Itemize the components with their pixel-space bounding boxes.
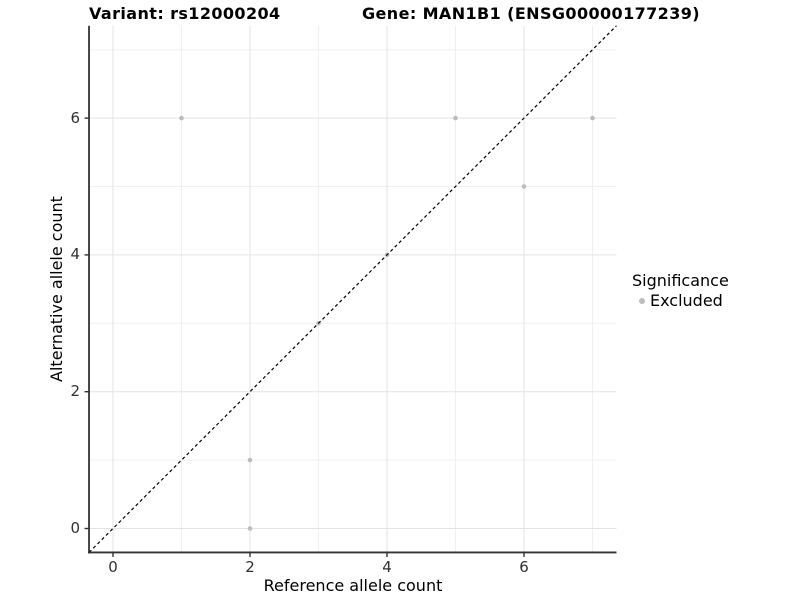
y-tick-label: 6	[70, 108, 80, 127]
legend-item-label: Excluded	[650, 291, 723, 310]
data-point	[590, 115, 595, 121]
data-point	[247, 457, 253, 463]
major-gridlines	[89, 25, 617, 553]
x-axis-title: Reference allele count	[263, 576, 443, 595]
minor-gridlines	[89, 25, 617, 553]
plot-title-gene: Gene: MAN1B1 (ENSG00000177239)	[362, 4, 700, 23]
y-tick-label: 0	[70, 519, 80, 537]
y-tick-label: 4	[70, 245, 80, 264]
x-tick-label: 2	[245, 558, 255, 576]
legend: Significance Excluded	[632, 271, 729, 311]
legend-items: Excluded	[632, 291, 729, 311]
x-tick-label: 4	[382, 558, 392, 576]
identity-dashed-line	[88, 25, 617, 553]
data-point	[179, 115, 184, 121]
legend-item: Excluded	[632, 291, 729, 311]
axis-tick-marks	[84, 117, 525, 557]
plot-title-variant: Variant: rs12000204	[89, 4, 281, 23]
identity-line	[88, 25, 617, 553]
y-axis-title: Alternative allele count	[47, 196, 66, 382]
legend-point-icon	[639, 298, 645, 304]
data-point	[247, 526, 253, 531]
x-tick-label: 0	[108, 558, 118, 576]
data-point	[521, 184, 527, 189]
y-tick-label: 2	[70, 382, 80, 401]
x-tick-label: 6	[519, 558, 529, 576]
data-point	[453, 115, 458, 121]
legend-title: Significance	[632, 271, 729, 290]
axis-lines	[88, 25, 617, 554]
